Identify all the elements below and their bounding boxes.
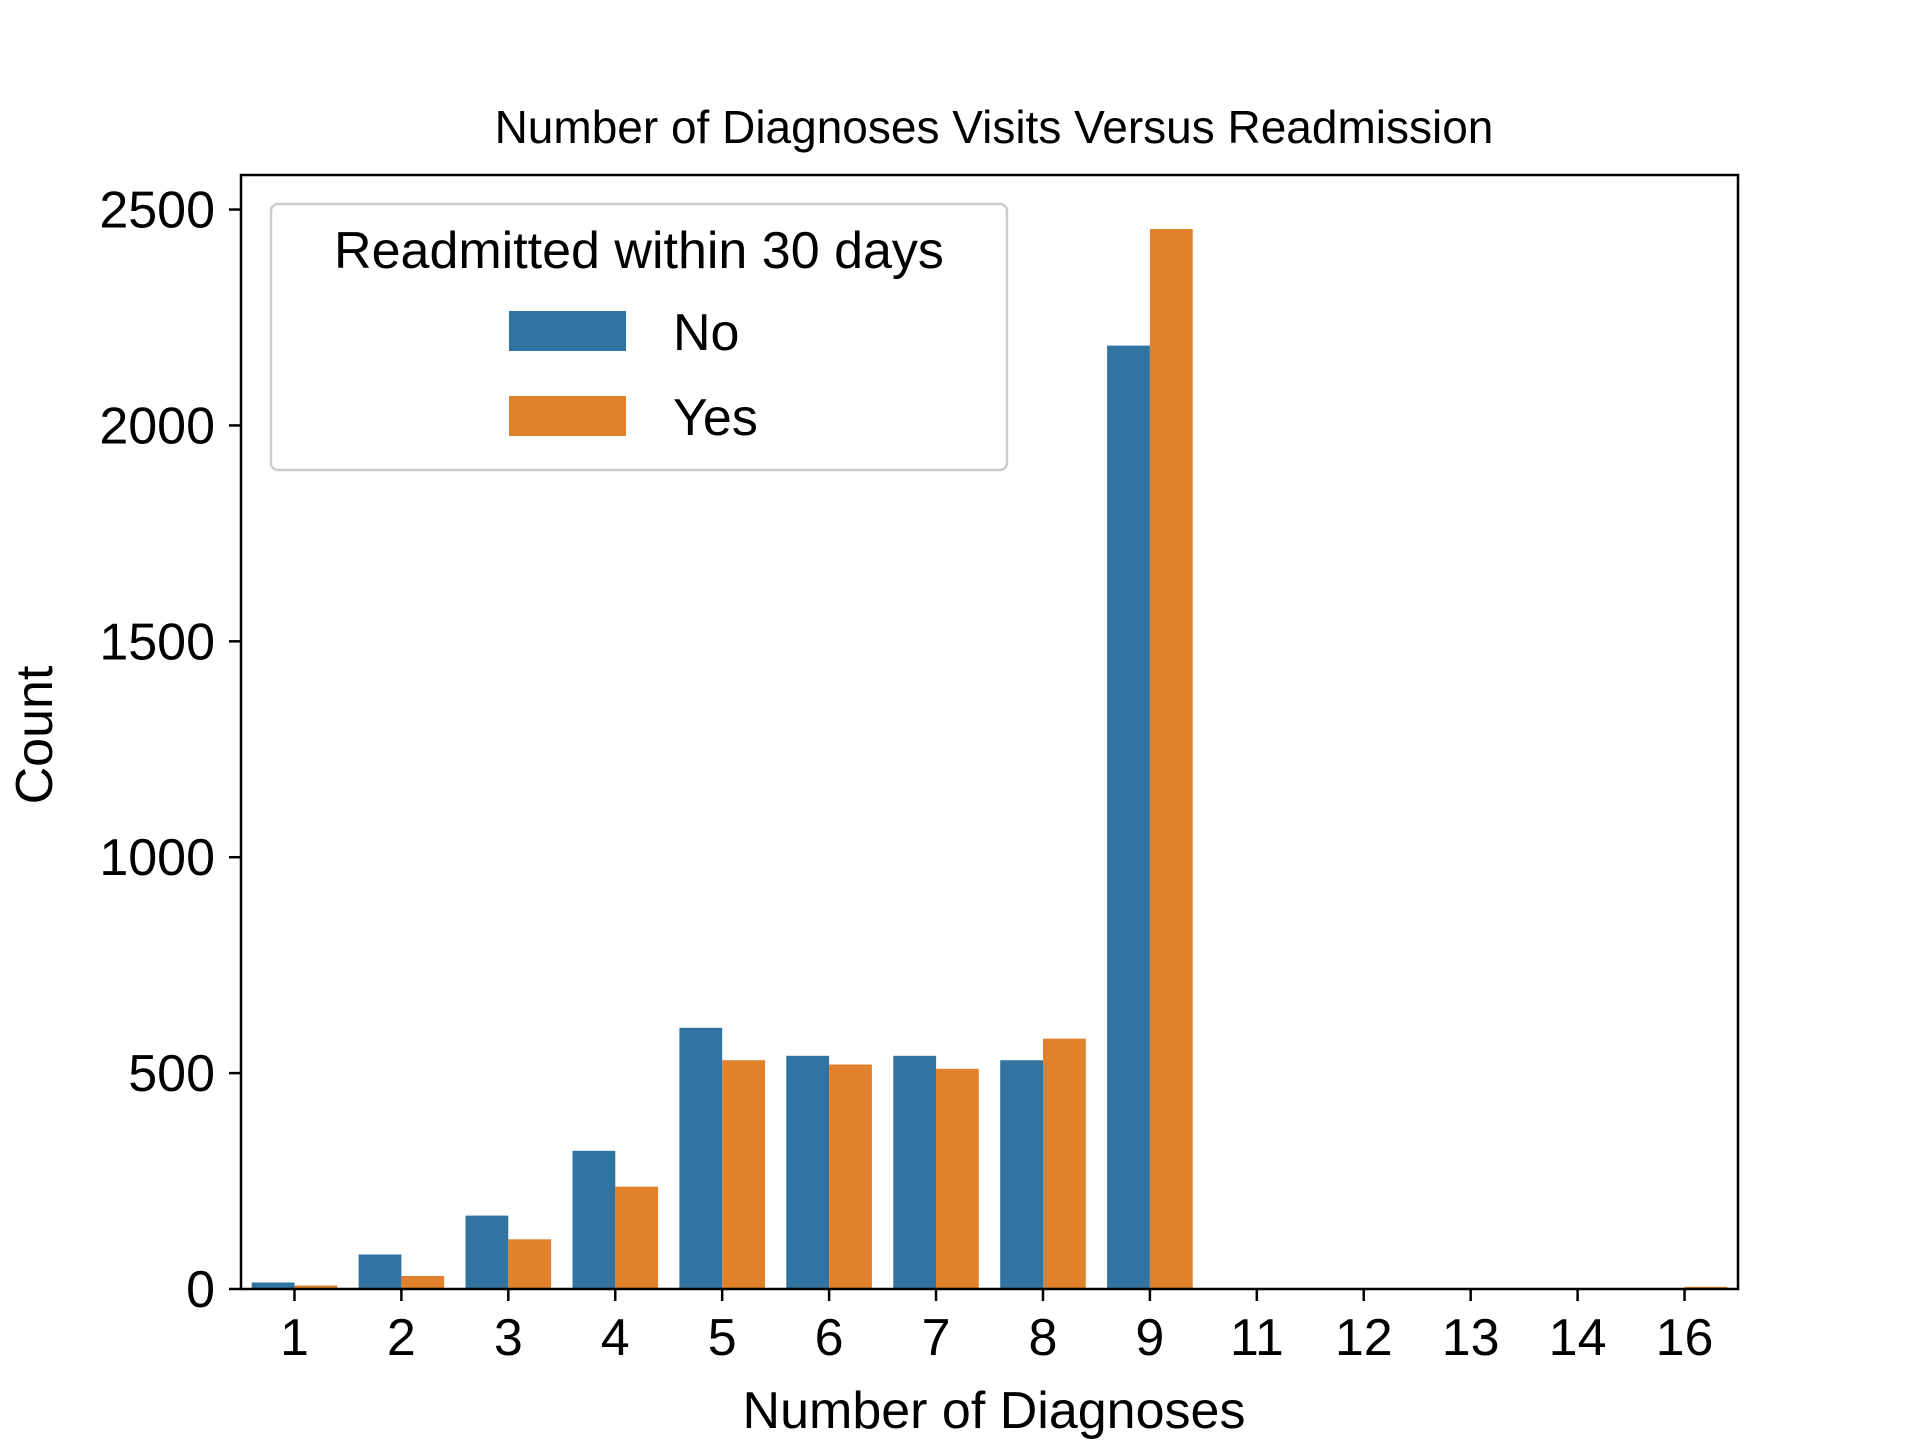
bar-yes-5 xyxy=(722,1060,765,1289)
x-axis-label: Number of Diagnoses xyxy=(743,1382,1246,1440)
bar-yes-4 xyxy=(615,1186,659,1289)
legend-box xyxy=(269,202,1009,472)
x-tick-label: 1 xyxy=(280,1309,309,1367)
x-tick-label: 14 xyxy=(1549,1309,1607,1367)
legend-title: Readmitted within 30 days xyxy=(334,222,944,280)
x-tick-label: 11 xyxy=(1230,1309,1284,1367)
bar-no-4 xyxy=(572,1150,616,1289)
bar-yes-7 xyxy=(936,1068,979,1289)
y-tick-label: 2500 xyxy=(99,182,215,240)
x-tick-label: 2 xyxy=(387,1309,416,1367)
plot-frame xyxy=(239,173,1740,1291)
bar-no-5 xyxy=(679,1027,723,1289)
y-tick-label: 1000 xyxy=(99,829,215,887)
legend-label-no: No xyxy=(673,304,739,362)
bars-group xyxy=(251,229,1728,1290)
bar-yes-8 xyxy=(1043,1038,1086,1289)
legend-label-yes: Yes xyxy=(673,389,758,447)
legend-swatch-yes xyxy=(509,396,626,436)
bar-yes-1 xyxy=(294,1285,338,1289)
x-ticks-group: 1 2 3 4 5 6 7 8 9 11 12 13 14 16 xyxy=(280,1289,1713,1367)
bar-no-8 xyxy=(1000,1060,1043,1289)
bar-no-3 xyxy=(465,1215,509,1289)
x-tick-label: 12 xyxy=(1335,1309,1393,1367)
bar-no-6 xyxy=(786,1055,830,1289)
bar-yes-2 xyxy=(401,1276,445,1289)
x-tick-label: 4 xyxy=(601,1309,630,1367)
bar-no-7 xyxy=(893,1055,937,1289)
x-tick-label: 7 xyxy=(922,1309,951,1367)
x-tick-label: 16 xyxy=(1656,1309,1714,1367)
x-tick-label: 13 xyxy=(1442,1309,1500,1367)
chart-title: Number of Diagnoses Visits Versus Readmi… xyxy=(495,101,1494,153)
legend-swatch-no xyxy=(509,311,626,351)
legend: Readmitted within 30 days No Yes xyxy=(269,202,1009,472)
x-tick-label: 8 xyxy=(1029,1309,1058,1367)
bar-yes-6 xyxy=(829,1064,872,1289)
y-tick-label: 1500 xyxy=(99,613,215,671)
y-ticks-group: 0 500 1000 1500 2000 2500 xyxy=(99,182,241,1319)
y-axis-label: Count xyxy=(6,665,64,804)
x-tick-label: 6 xyxy=(815,1309,844,1367)
bar-yes-9 xyxy=(1149,229,1193,1289)
y-tick-label: 2000 xyxy=(99,397,215,455)
x-tick-label: 9 xyxy=(1135,1309,1164,1367)
bar-no-1 xyxy=(251,1282,295,1289)
bar-yes-3 xyxy=(508,1239,552,1289)
bar-no-2 xyxy=(358,1254,402,1289)
x-tick-label: 5 xyxy=(708,1309,737,1367)
y-tick-label: 500 xyxy=(128,1045,215,1103)
y-tick-label: 0 xyxy=(186,1261,215,1319)
x-tick-label: 3 xyxy=(494,1309,523,1367)
bar-no-9 xyxy=(1107,345,1150,1290)
